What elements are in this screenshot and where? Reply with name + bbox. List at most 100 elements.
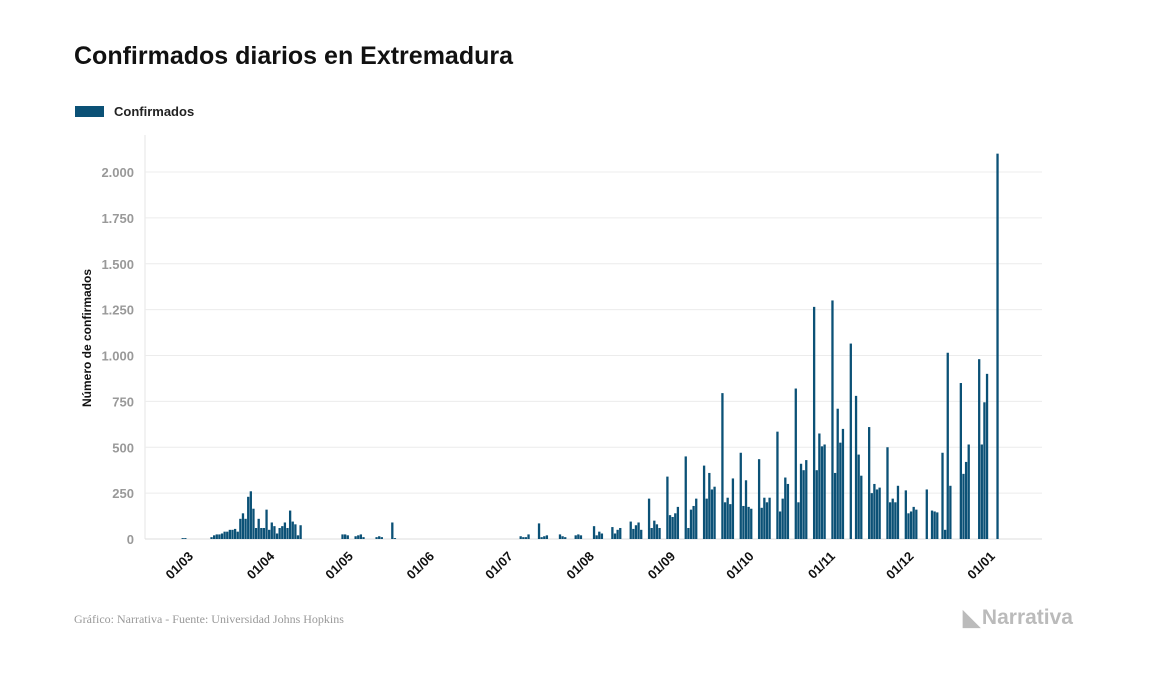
bar — [299, 525, 302, 539]
bar — [268, 529, 271, 539]
bar — [354, 536, 357, 539]
legend-label: Confirmados — [114, 104, 195, 119]
bar — [912, 506, 915, 539]
bar — [875, 489, 879, 539]
bar — [380, 537, 383, 539]
bar — [841, 428, 845, 539]
bar — [684, 456, 687, 539]
x-tick-label: 01/10 — [723, 549, 757, 583]
bar — [524, 537, 528, 539]
x-tick-label: 01/08 — [563, 549, 597, 583]
bar — [296, 535, 300, 539]
bar — [983, 402, 986, 539]
bar — [241, 513, 245, 539]
bar — [799, 463, 803, 539]
bar — [522, 537, 525, 539]
bar — [873, 483, 876, 539]
source-note: Gráfico: Narrativa - Fuente: Universidad… — [74, 612, 344, 626]
bar — [257, 518, 260, 539]
bar — [244, 518, 247, 539]
bar — [729, 504, 732, 539]
bar — [868, 427, 871, 539]
bar — [839, 442, 842, 539]
bar — [598, 531, 601, 539]
bar — [519, 536, 522, 539]
bar — [886, 447, 889, 539]
bar — [223, 531, 226, 539]
bar — [674, 513, 677, 539]
x-tick-label: 01/01 — [964, 549, 998, 583]
bar — [270, 522, 273, 539]
bar — [281, 526, 284, 539]
bar — [836, 408, 839, 539]
bar — [634, 525, 638, 539]
bar — [254, 527, 258, 539]
bar — [213, 535, 216, 539]
bar — [739, 452, 742, 539]
bar — [946, 352, 949, 539]
bar — [600, 533, 604, 539]
bar — [721, 393, 724, 539]
bar — [713, 486, 716, 539]
bar — [393, 538, 397, 539]
bar — [220, 533, 224, 539]
bar — [705, 498, 708, 539]
bar — [750, 508, 753, 539]
bar — [823, 444, 826, 539]
bar — [959, 383, 962, 539]
bar — [545, 535, 549, 539]
bar — [668, 515, 672, 539]
bar — [640, 529, 643, 539]
bar — [907, 513, 910, 539]
bar — [537, 523, 541, 539]
bar — [579, 535, 583, 539]
bar — [849, 343, 852, 539]
bar — [218, 534, 221, 539]
bar — [985, 373, 989, 539]
bar — [731, 478, 735, 539]
bar — [941, 452, 944, 539]
bar — [346, 535, 349, 539]
bar — [595, 535, 598, 539]
y-tick-label: 500 — [112, 440, 134, 455]
bar — [344, 534, 347, 539]
bar — [215, 534, 218, 539]
bar — [742, 505, 745, 539]
bar — [247, 496, 250, 539]
bar — [655, 524, 659, 539]
y-tick-label: 1.500 — [101, 257, 134, 272]
bar — [765, 502, 769, 539]
bar — [708, 472, 711, 539]
bar — [658, 527, 661, 539]
bar — [747, 506, 750, 539]
narrativa-logo-icon: ◣ — [963, 605, 980, 630]
bar — [936, 512, 939, 539]
bar — [613, 533, 617, 539]
bar — [978, 359, 981, 539]
bar — [933, 511, 936, 539]
bar — [943, 529, 947, 539]
bar — [857, 454, 860, 539]
bar — [357, 535, 360, 539]
bar — [616, 529, 619, 539]
bar — [726, 497, 729, 539]
bar — [781, 498, 784, 539]
bar — [341, 534, 344, 539]
bar — [744, 480, 748, 539]
x-tick-label: 01/05 — [322, 549, 356, 583]
y-tick-label: 2.000 — [101, 165, 134, 180]
bar — [723, 502, 727, 539]
bar — [362, 537, 365, 539]
chart-title: Confirmados diarios en Extremadura — [74, 42, 514, 70]
bar — [558, 534, 562, 539]
bar — [695, 498, 698, 539]
y-tick-label: 1.750 — [101, 211, 134, 226]
bar — [860, 475, 863, 539]
bar — [896, 485, 900, 539]
bar — [181, 538, 184, 539]
x-tick-label: 01/11 — [805, 549, 838, 582]
bar — [797, 502, 800, 539]
bar — [561, 536, 564, 539]
bar — [231, 529, 234, 539]
